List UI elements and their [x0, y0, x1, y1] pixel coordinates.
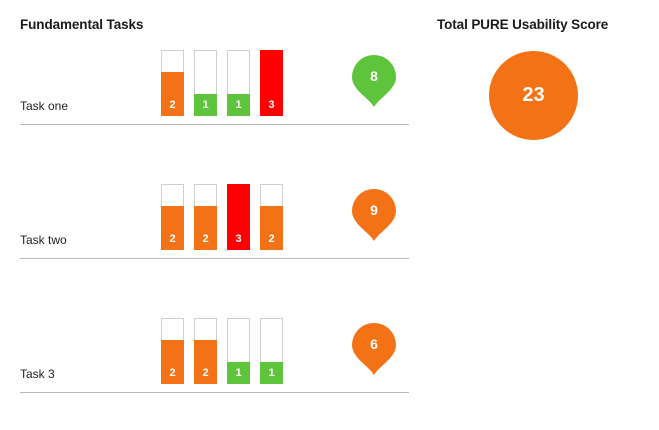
step-bar: 1 [227, 318, 250, 384]
pin-icon [352, 323, 396, 375]
task-score-pin: 6 [351, 322, 397, 376]
step-bar: 1 [227, 50, 250, 116]
step-bar-fill [161, 72, 184, 116]
step-score-label: 1 [235, 99, 242, 111]
step-score-label: 2 [268, 233, 275, 245]
step-score-label: 2 [169, 233, 176, 245]
task-score-value: 6 [370, 336, 378, 352]
task-label: Task 3 [20, 367, 55, 381]
task-score-pin: 9 [351, 188, 397, 242]
section-title: Fundamental Tasks [20, 17, 144, 32]
step-bar-fill [161, 340, 184, 384]
step-bar: 2 [161, 184, 184, 250]
step-bar: 3 [260, 50, 283, 116]
step-bar-fill [194, 206, 217, 250]
step-bar: 2 [194, 318, 217, 384]
step-bar-fill [161, 206, 184, 250]
task-label: Task one [20, 99, 69, 113]
task-divider [20, 124, 409, 125]
step-score-label: 1 [235, 367, 242, 379]
step-score-label: 2 [202, 233, 209, 245]
step-score-label: 2 [169, 367, 176, 379]
total-score-circle: 23 [489, 51, 578, 140]
step-score-label: 2 [202, 367, 209, 379]
step-bar: 3 [227, 184, 250, 250]
step-bar-fill [260, 50, 283, 116]
step-bar-fill [194, 94, 217, 116]
total-score-value: 23 [522, 84, 545, 106]
step-bar-fill [260, 206, 283, 250]
task-divider [20, 258, 409, 259]
step-bar: 2 [161, 318, 184, 384]
task-score-value: 9 [370, 202, 378, 218]
pin-icon [352, 55, 396, 107]
step-bar-fill [260, 362, 283, 384]
step-score-label: 2 [169, 99, 176, 111]
step-bar: 2 [260, 184, 283, 250]
task-label: Task two [20, 233, 67, 247]
total-score-title: Total PURE Usability Score [437, 17, 609, 32]
step-score-label: 3 [235, 233, 242, 245]
task-score-value: 8 [370, 68, 378, 84]
step-bar-fill [227, 362, 250, 384]
step-score-label: 3 [268, 99, 275, 111]
task-divider [20, 392, 409, 393]
step-bar: 2 [161, 50, 184, 116]
task-score-pin: 8 [351, 54, 397, 108]
step-bar: 1 [194, 50, 217, 116]
step-bar-fill [227, 184, 250, 250]
step-bar-fill [227, 94, 250, 116]
step-score-label: 1 [202, 99, 209, 111]
step-bar: 1 [260, 318, 283, 384]
step-bar-fill [194, 340, 217, 384]
step-score-label: 1 [268, 367, 275, 379]
step-bar: 2 [194, 184, 217, 250]
pin-icon [352, 189, 396, 241]
